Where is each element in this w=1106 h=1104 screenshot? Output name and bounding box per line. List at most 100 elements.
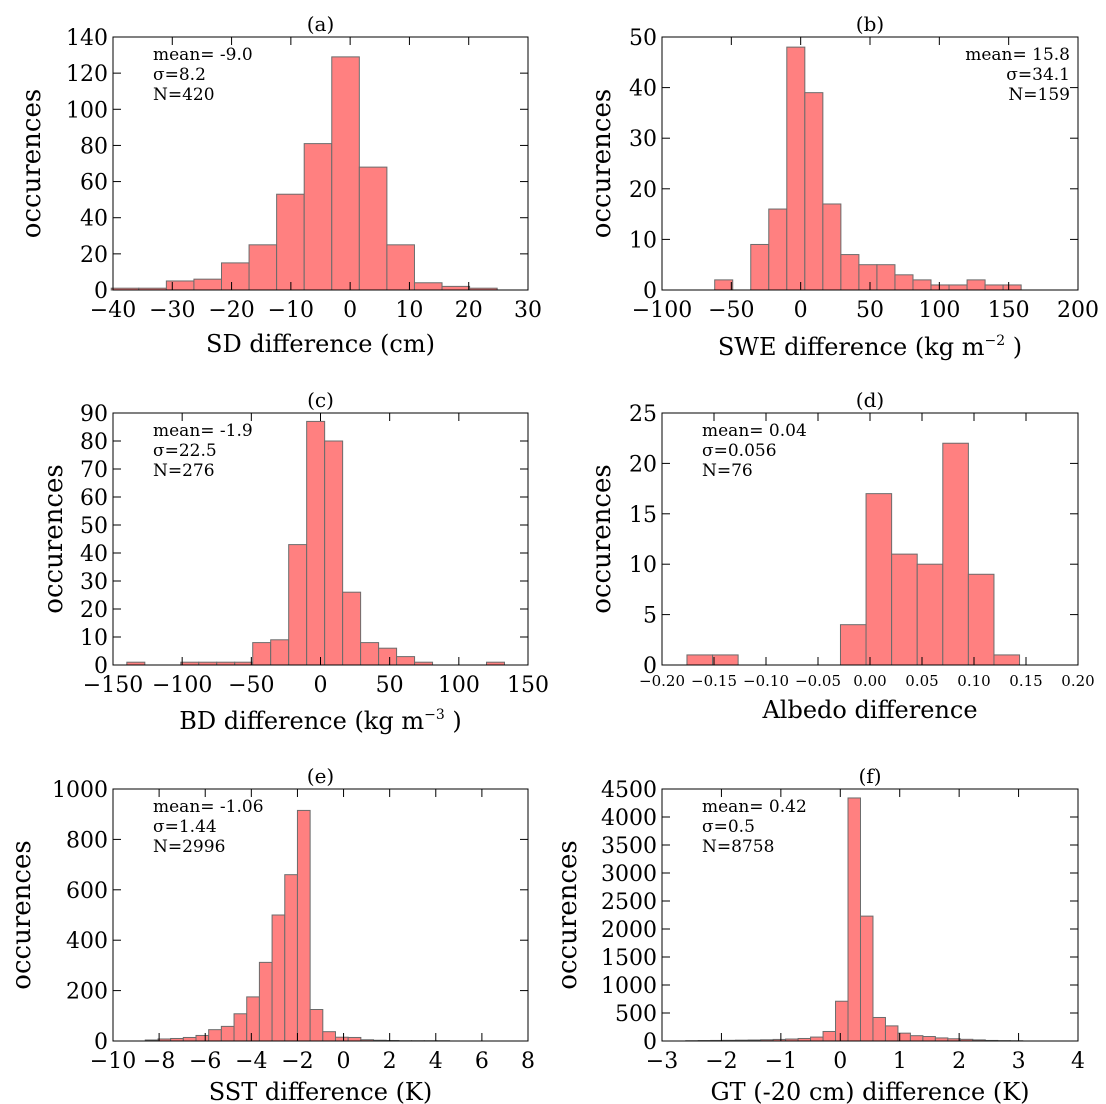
y-tick-label: 1000 bbox=[601, 974, 657, 999]
histogram-bar bbox=[822, 203, 842, 291]
x-axis-label: BD difference (kg m−3 ) bbox=[179, 707, 462, 735]
stats-annotation: N=159 bbox=[1008, 85, 1070, 105]
y-tick-label: 3000 bbox=[601, 862, 657, 887]
x-tick-label: 50 bbox=[856, 298, 884, 323]
histogram-bar bbox=[296, 809, 311, 1042]
x-axis-label: SST difference (K) bbox=[209, 1078, 432, 1104]
stats-annotation: σ=34.1 bbox=[1006, 65, 1070, 85]
stats-annotation: N=276 bbox=[153, 461, 215, 481]
stats-annotation: σ=1.44 bbox=[153, 817, 217, 837]
y-tick-label: 80 bbox=[80, 430, 108, 455]
x-axis-label-end: ) bbox=[1005, 333, 1022, 361]
y-tick-label: 30 bbox=[80, 570, 108, 595]
histogram-bar bbox=[396, 656, 416, 666]
histogram-bar bbox=[271, 914, 286, 1042]
histogram-bar bbox=[686, 654, 714, 666]
x-tick-label: −3 bbox=[646, 1049, 678, 1074]
histogram-bar bbox=[220, 262, 250, 291]
histogram-bar bbox=[876, 264, 896, 291]
y-tick-label: 3500 bbox=[601, 834, 657, 859]
x-tick-label: −40 bbox=[90, 298, 136, 323]
x-tick-label: −1 bbox=[765, 1049, 797, 1074]
histogram-bar bbox=[322, 1031, 336, 1042]
x-tick-label: 8 bbox=[521, 1049, 535, 1074]
stats-annotation: N=8758 bbox=[702, 837, 774, 857]
axes-frame bbox=[112, 36, 529, 291]
y-tick-label: 0 bbox=[94, 1030, 108, 1055]
x-tick-label: −6 bbox=[189, 1049, 221, 1074]
panel-title: (c) bbox=[307, 388, 334, 412]
histogram-bar bbox=[768, 208, 788, 291]
y-tick-label: 60 bbox=[80, 171, 108, 196]
x-tick-label: 10 bbox=[395, 298, 423, 323]
x-tick-label: 0 bbox=[794, 298, 808, 323]
axes-frame bbox=[661, 788, 1079, 1042]
y-tick-label: 30 bbox=[629, 127, 657, 152]
x-axis-label-text: GT (-20 cm) difference (K) bbox=[711, 1078, 1030, 1104]
y-tick-label: 4500 bbox=[601, 778, 657, 803]
histogram-bar bbox=[839, 624, 867, 666]
y-axis-label: occurences bbox=[587, 464, 617, 613]
x-tick-label: −50 bbox=[228, 673, 274, 698]
y-tick-label: 2500 bbox=[601, 890, 657, 915]
histogram-bar bbox=[288, 544, 308, 666]
panel-a: −40 −30 −20 −10 0 10 20 30 0 20 40 60 80 100 120 140 (a)… bbox=[17, 12, 542, 358]
x-axis-label-text: SST difference (K) bbox=[209, 1078, 432, 1104]
x-tick-label: 2 bbox=[383, 1049, 397, 1074]
y-tick-label: 0 bbox=[643, 279, 657, 304]
histogram-bar bbox=[220, 1025, 235, 1042]
histogram-bar bbox=[786, 46, 806, 291]
panel-title: (b) bbox=[856, 12, 884, 36]
y-tick-label: 70 bbox=[80, 458, 108, 483]
histogram-bar bbox=[712, 654, 739, 666]
histogram-bar bbox=[258, 961, 273, 1042]
histogram-bar bbox=[840, 254, 860, 291]
x-tick-label: 3 bbox=[1012, 1049, 1026, 1074]
x-tick-label: −100 bbox=[152, 673, 212, 698]
y-tick-label: 20 bbox=[80, 598, 108, 623]
y-tick-label: 500 bbox=[615, 1002, 657, 1027]
x-tick-label: 0 bbox=[337, 1049, 351, 1074]
x-axis-label-text: BD difference (kg m bbox=[179, 707, 424, 735]
x-tick-label: −30 bbox=[149, 298, 195, 323]
y-tick-label: 60 bbox=[80, 486, 108, 511]
panel-b: −100 −50 0 50 100 150 200 0 10 20 30 40 50 (b) SWE dif… bbox=[587, 12, 1099, 361]
histogram-bar bbox=[360, 642, 380, 666]
stats-annotation: σ=8.2 bbox=[153, 65, 206, 85]
histogram-bar bbox=[309, 1009, 324, 1042]
x-tick-label: −50 bbox=[708, 298, 754, 323]
x-tick-label: −2 bbox=[281, 1049, 313, 1074]
stats-annotation: mean= -1.9 bbox=[153, 421, 253, 441]
x-tick-label: 0 bbox=[314, 673, 328, 698]
y-tick-label: 90 bbox=[80, 402, 108, 427]
histogram-bar bbox=[358, 166, 388, 291]
x-tick-label: −0.15 bbox=[691, 672, 737, 690]
y-tick-label: 800 bbox=[66, 828, 108, 853]
y-tick-label: 0 bbox=[94, 279, 108, 304]
y-tick-label: 40 bbox=[80, 207, 108, 232]
histogram-bar bbox=[324, 440, 344, 666]
y-tick-label: 0 bbox=[643, 654, 657, 679]
stats-annotation: σ=22.5 bbox=[153, 441, 217, 461]
panel-d: −0.20 −0.15 −0.10 −0.05 0.00 0.05 0.10 0.15 0.20… bbox=[587, 388, 1095, 724]
x-tick-label: −150 bbox=[83, 673, 143, 698]
y-tick-label: 50 bbox=[80, 514, 108, 539]
x-tick-label: 0.05 bbox=[905, 672, 938, 690]
x-tick-label: 50 bbox=[376, 673, 404, 698]
histogram-bar bbox=[165, 280, 195, 291]
stats-annotation: mean= 0.42 bbox=[702, 797, 807, 817]
histogram-bar bbox=[378, 647, 398, 666]
histogram-bar bbox=[835, 1000, 849, 1042]
x-tick-label: −0.20 bbox=[639, 672, 685, 690]
x-axis-label: Albedo difference bbox=[761, 696, 977, 724]
y-tick-label: 20 bbox=[629, 452, 657, 477]
y-tick-label: 400 bbox=[66, 929, 108, 954]
y-tick-label: 25 bbox=[629, 402, 657, 427]
y-tick-label: 5 bbox=[643, 604, 657, 629]
histogram-bar bbox=[872, 1016, 886, 1042]
x-tick-label: 0 bbox=[343, 298, 357, 323]
histogram-bar bbox=[441, 285, 471, 291]
histogram-bar bbox=[865, 493, 893, 666]
x-tick-label: 2 bbox=[952, 1049, 966, 1074]
